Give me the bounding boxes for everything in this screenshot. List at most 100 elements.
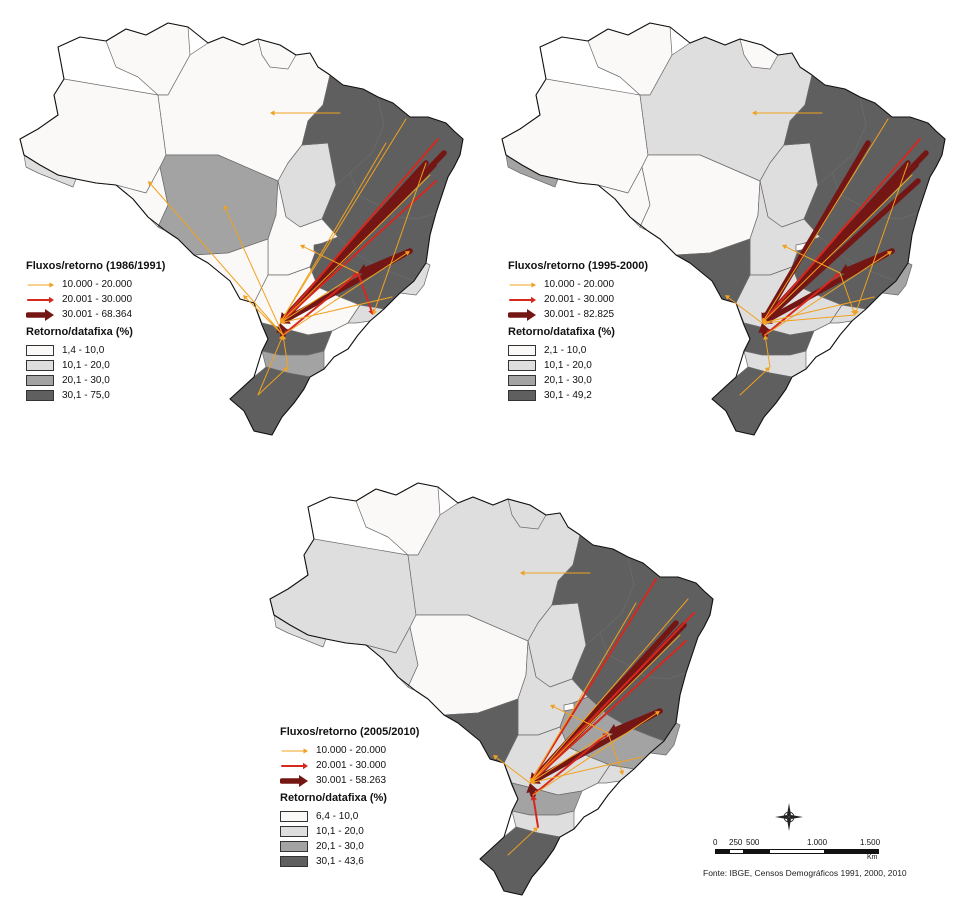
state-am [269, 538, 417, 654]
flow-class-label: 30.001 - 82.825 [544, 308, 615, 320]
country-outline [501, 22, 946, 436]
scale-tick-0: 0 [713, 838, 718, 847]
scale-unit: Km [867, 854, 878, 861]
flow-arrow-ba-to-mg [358, 248, 413, 276]
legend-1995-2000: Fluxos/retorno (1995-2000) 10.000 - 20.00… [508, 261, 648, 403]
state-rs [229, 366, 311, 436]
share-class-label: 6,4 - 10,0 [316, 810, 359, 822]
flows-layer [493, 570, 695, 856]
flow-arrow-sc-to-pr [281, 335, 289, 368]
state-rs [711, 366, 793, 436]
flow-arrow-rs-to-sc [739, 367, 770, 396]
share-class-swatch [26, 360, 54, 371]
flow-class-2-arrow-icon [509, 296, 536, 303]
share-legend-row: 10,1 - 20,0 [508, 358, 648, 373]
flow-legend-row: 30.001 - 58.263 [280, 773, 419, 788]
flow-legend-row: 20.001 - 30.000 [26, 292, 165, 307]
share-class-swatch [280, 841, 308, 852]
flow-arrow-sc-to-pr [530, 795, 539, 828]
country-outline [269, 482, 714, 896]
share-class-swatch [26, 345, 54, 356]
legend-arrow-2 [509, 296, 536, 303]
flow-class-label: 10.000 - 20.000 [544, 278, 615, 290]
flow-arrow-mg-to-go [550, 704, 609, 734]
flow-legend-row: 10.000 - 20.000 [280, 743, 419, 758]
legend-arrow-3 [26, 308, 54, 321]
scale-tick-500: 500 [746, 838, 760, 847]
flow-arrow-pa2-to-pa [270, 110, 341, 116]
scale-tick-250: 250 [729, 838, 743, 847]
share-legend-row: 2,1 - 10,0 [508, 343, 648, 358]
share-class-swatch [280, 856, 308, 867]
flow-legend-row: 20.001 - 30.000 [280, 758, 419, 773]
share-class-swatch [26, 390, 54, 401]
flow-arrow-pa2-to-pa [752, 110, 823, 116]
share-legend-row: 30,1 - 43,6 [280, 854, 419, 869]
scale-tick-1000: 1.000 [807, 838, 828, 847]
flow-class-1-arrow-icon [27, 281, 54, 288]
legend-1986-1991: Fluxos/retorno (1986/1991) 10.000 - 20.00… [26, 261, 165, 403]
country-outline [19, 22, 464, 436]
flow-arrow-pr-to-am [148, 181, 284, 336]
flow-class-label: 10.000 - 20.000 [316, 744, 387, 756]
flow-arrow-pr-to-mg [282, 273, 358, 336]
share-class-label: 2,1 - 10,0 [544, 344, 587, 356]
share-legend-row: 20,1 - 30,0 [508, 373, 648, 388]
map-1995-2000 [501, 22, 946, 436]
share-class-label: 20,1 - 30,0 [62, 374, 110, 386]
flow-arrow-mg-to-sp [530, 732, 609, 783]
flow-class-2-arrow-icon [27, 296, 54, 303]
flow-class-3-arrow-icon [26, 308, 54, 321]
share-legend-row: 20,1 - 30,0 [280, 839, 419, 854]
share-legend-row: 1,4 - 10,0 [26, 343, 165, 358]
share-class-label: 20,1 - 30,0 [316, 840, 364, 852]
legend-arrow-2 [27, 296, 54, 303]
flows-legend-title: Fluxos/retorno (1995-2000) [508, 260, 648, 272]
legend-arrow-3 [280, 774, 308, 787]
share-class-label: 10,1 - 20,0 [62, 359, 110, 371]
flow-arrow-mg-to-rj [607, 732, 624, 775]
map-panel-1995-2000: Fluxos/retorno (1995-2000) 10.000 - 20.00… [500, 5, 950, 445]
flows-legend-title: Fluxos/retorno (2005/2010) [280, 726, 420, 738]
legend-arrow-3 [508, 308, 536, 321]
flow-arrow-rs-to-sc [507, 827, 538, 856]
share-class-label: 20,1 - 30,0 [544, 374, 592, 386]
share-legend-title: Retorno/datafixa (%) [508, 326, 615, 338]
share-legend-row: 6,4 - 10,0 [280, 809, 419, 824]
compass-rose-icon [775, 803, 803, 831]
share-class-label: 30,1 - 49,2 [544, 389, 592, 401]
share-class-label: 10,1 - 20,0 [316, 825, 364, 837]
flow-arrow-mg-to-go [300, 244, 359, 274]
flows-layer [148, 110, 447, 396]
legend-arrow-1 [281, 747, 308, 754]
flow-class-label: 20.001 - 30.000 [544, 293, 615, 305]
share-class-swatch [508, 360, 536, 371]
flow-class-label: 10.000 - 20.000 [62, 278, 133, 290]
flow-legend-row: 30.001 - 82.825 [508, 307, 648, 322]
flow-arrow-sp-to-ms [725, 295, 763, 324]
scale-tick-1500: 1.500 [860, 838, 881, 847]
flow-arrow-mg-to-go [782, 244, 841, 274]
flow-legend-row: 10.000 - 20.000 [26, 277, 165, 292]
legend-arrow-2 [281, 762, 308, 769]
scale-bar: 0 250 500 1.000 1.500 Km [705, 838, 895, 868]
flow-legend-row: 20.001 - 30.000 [508, 292, 648, 307]
legend-2005-2010: Fluxos/retorno (2005/2010) 10.000 - 20.00… [280, 727, 419, 869]
legend-arrow-1 [509, 281, 536, 288]
share-class-label: 10,1 - 20,0 [544, 359, 592, 371]
flow-arrow-se-to-sp [280, 174, 431, 323]
flow-class-label: 30.001 - 68.364 [62, 308, 133, 320]
share-class-swatch [508, 375, 536, 386]
state-am [501, 78, 649, 194]
source-note: Fonte: IBGE, Censos Demográficos 1991, 2… [703, 868, 907, 878]
map-1986-1991 [19, 22, 464, 436]
flow-legend-row: 10.000 - 20.000 [508, 277, 648, 292]
flow-arrow-rs-to-sc [257, 367, 288, 396]
flow-arrow-pr-to-ba [282, 251, 410, 336]
flow-arrow-pr-to-ms [243, 295, 284, 336]
flow-arrow-ba-to-mg [840, 248, 895, 276]
flow-arrow-sp-to-ms [493, 755, 531, 784]
map-2005-2010 [269, 482, 714, 896]
share-class-label: 1,4 - 10,0 [62, 344, 105, 356]
share-class-swatch [280, 811, 308, 822]
